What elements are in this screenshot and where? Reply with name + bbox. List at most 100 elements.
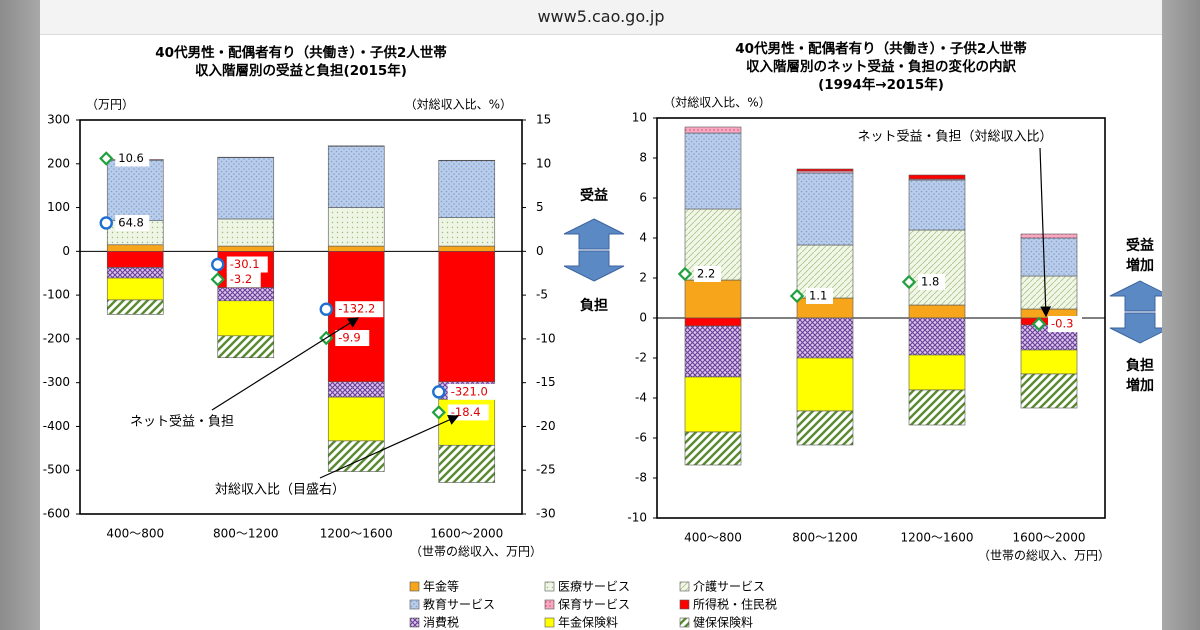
chart-0-bar-pension xyxy=(327,245,385,252)
legend-label-pension: 年金等 xyxy=(423,579,459,594)
chart-1-bar-consumptiontax xyxy=(684,325,742,378)
chart-0-ytick-label: -200 xyxy=(43,331,70,345)
chart-1-bar-healthins xyxy=(1020,373,1078,409)
benefit-increase-label-line-2: 増加 xyxy=(1126,257,1154,274)
chart-1-net-label-bg xyxy=(694,266,721,282)
chart-1-bar-childcare xyxy=(684,126,742,134)
chart-0-ratio-marker xyxy=(210,272,225,287)
chart-0-bar-pension xyxy=(438,245,496,252)
chart-0-bar-healthins xyxy=(217,335,275,359)
chart-1-title-line-2: 収入階層別のネット受益・負担の変化の内訳 xyxy=(746,58,1016,75)
chart-0-net-label-bg xyxy=(447,383,496,400)
chart-1-bar-incometax xyxy=(908,174,966,180)
legend-swatch-care xyxy=(679,581,690,592)
chart-0-net-marker xyxy=(211,257,225,272)
chart-0-plot-frame xyxy=(79,119,523,515)
chart-0-bar-healthins xyxy=(438,444,496,483)
chart-1-bar-pensionins xyxy=(908,354,966,391)
burden-arrow-icon xyxy=(563,250,625,282)
chart-0-net-label: 64.8 xyxy=(118,215,144,229)
chart-0-ratio-label: -3.2 xyxy=(230,272,252,286)
chart-1-net-marker xyxy=(1031,316,1047,332)
chart-0-ytick-label: 0 xyxy=(62,244,70,258)
chart-1-bar-pensionins xyxy=(684,376,742,433)
chart-0-bar-education xyxy=(438,160,496,218)
chart-0-ratio-label: 10.6 xyxy=(118,151,144,165)
benefit-label: 受益 xyxy=(580,187,608,204)
chart-0-bar-consumptiontax xyxy=(327,381,385,398)
chart-0-ytick-right-label: 10 xyxy=(536,156,551,170)
chart-0-net-label-bg xyxy=(226,256,268,273)
chart-1-ytick-label: 8 xyxy=(639,151,647,165)
chart-0-ytick-right-label: 15 xyxy=(536,113,551,127)
chart-1-category-label: 800～1200 xyxy=(792,531,857,545)
chart-1-bar-consumptiontax xyxy=(908,317,966,356)
chart-0-bar-pension xyxy=(106,244,164,252)
chart-1-category-label: 400～800 xyxy=(684,531,742,545)
chart-1-ytick-label: -6 xyxy=(635,431,647,445)
chart-0-annotation-arrow-net xyxy=(211,317,360,411)
chart-0-ratio-label-bg xyxy=(226,271,261,288)
chart-0-bar-medical xyxy=(327,207,385,247)
chart-1-bar-pension xyxy=(908,304,966,319)
chart-1-ytick-label: -2 xyxy=(635,351,647,365)
chart-0-ytick-right-label: 5 xyxy=(536,200,544,214)
benefit-increase-arrow-icon xyxy=(1109,280,1162,312)
chart-0-ratio-marker xyxy=(99,151,114,166)
chart-1-net-label: 1.8 xyxy=(921,275,939,289)
legend-swatch-pensionins xyxy=(544,617,555,628)
chart-1-bar-healthins xyxy=(684,431,742,466)
chart-0-ratio-label-bg xyxy=(335,330,370,347)
chart-1-bar-childcare xyxy=(796,170,854,174)
chart-0-net-marker xyxy=(99,216,113,230)
chart-1-ytick-label: -8 xyxy=(635,471,647,485)
chart-1-bar-childcare xyxy=(1020,233,1078,239)
chart-0-title-line-1: 40代男性・配偶者有り（共働き）・子供2人世帯 xyxy=(155,44,447,61)
url-bar[interactable]: www5.cao.go.jp xyxy=(40,0,1162,35)
legend-label-medical: 医療サービス xyxy=(558,580,630,594)
chart-1-net-marker xyxy=(677,266,693,282)
chart-0-net-label: -132.2 xyxy=(338,302,375,316)
legend-swatch-childcare xyxy=(544,599,555,610)
chart-1-ytick-label: 2 xyxy=(639,271,647,285)
chart-0-bar-pension xyxy=(217,245,275,252)
right-backdrop xyxy=(1162,0,1200,630)
chart-0-ytick-label: 300 xyxy=(47,113,70,127)
chart-0-ytick-label: -300 xyxy=(43,375,70,389)
chart-0-ratio-label-bg xyxy=(115,150,150,167)
chart-0-bar-consumptiontax xyxy=(217,287,275,302)
chart-1-bar-care xyxy=(1020,275,1078,310)
chart-1-ytick-label: -4 xyxy=(635,391,647,405)
legend-label-healthins: 健保保険料 xyxy=(693,616,753,630)
chart-0-bar-education xyxy=(327,145,385,208)
chart-1-bar-incometax xyxy=(796,168,854,172)
legend-swatch-medical xyxy=(544,581,555,592)
chart-0-ytick-right-label: -30 xyxy=(536,507,556,521)
chart-0-ratio-label: -9.9 xyxy=(338,331,360,345)
chart-0-bar-pensionins xyxy=(327,396,385,442)
chart-0-ytick-label: -400 xyxy=(43,419,70,433)
chart-1-bar-education xyxy=(684,132,742,210)
chart-0-bar-healthins xyxy=(106,299,164,315)
chart-0-ytick-right-label: -5 xyxy=(536,288,548,302)
chart-0-ytick-label: -500 xyxy=(43,463,70,477)
chart-0-bar-education xyxy=(106,159,164,221)
legend-swatch-consumptiontax xyxy=(409,617,420,628)
chart-0-ylabel-left: （万円） xyxy=(86,98,134,112)
burden-increase-arrow-icon xyxy=(1109,312,1162,344)
chart-0-category-label: 1200～1600 xyxy=(320,527,393,541)
legend-swatch-healthins xyxy=(679,617,690,628)
chart-0-bar-education xyxy=(217,157,275,220)
chart-1-bar-healthins xyxy=(796,410,854,446)
chart-1-title-line-3: (1994年→2015年) xyxy=(818,76,944,93)
chart-0-title-line-2: 収入階層別の受益と負担(2015年) xyxy=(195,62,407,79)
chart-0-ytick-right-label: -15 xyxy=(536,375,556,389)
chart-0-net-label: -321.0 xyxy=(451,384,488,398)
chart-1-bar-education xyxy=(1020,237,1078,277)
chart-0-ytick-right-label: -25 xyxy=(536,463,556,477)
chart-0-net-marker xyxy=(319,302,333,316)
chart-0-xlabel: （世帯の総収入、万円） xyxy=(410,545,542,559)
chart-0-bar-pensionins xyxy=(106,277,164,301)
chart-0-annotation-bg xyxy=(198,480,362,500)
chart-1-category-label: 1200～1600 xyxy=(900,531,973,545)
